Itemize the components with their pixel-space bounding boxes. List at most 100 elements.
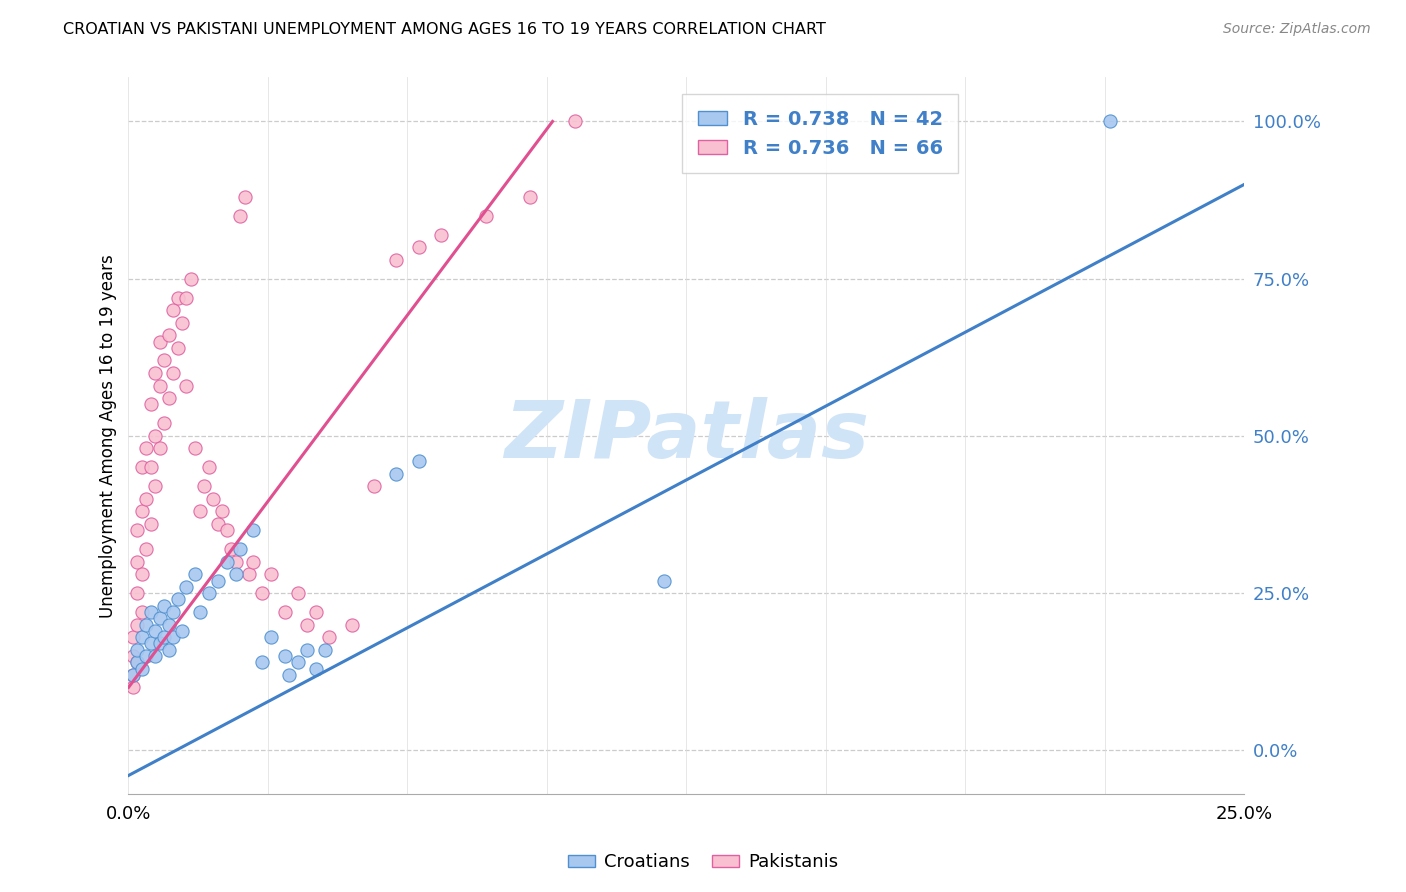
Point (162, 366, 184, 380)
Point (474, 209, 496, 223)
Point (176, 580, 198, 594)
Point (139, 397, 162, 411)
Point (143, 366, 166, 380)
Point (193, 479, 215, 493)
Point (385, 252, 408, 267)
Point (278, 668, 301, 682)
Point (260, 567, 283, 582)
Point (135, 542, 157, 557)
Point (127, 523, 149, 537)
Point (202, 491, 225, 506)
Point (166, 341, 188, 355)
Point (242, 523, 264, 537)
Point (122, 630, 145, 644)
Point (166, 592, 188, 607)
Point (363, 479, 385, 493)
Text: ZIPatlas: ZIPatlas (503, 397, 869, 475)
Point (131, 662, 153, 676)
Point (149, 636, 172, 650)
Point (135, 617, 157, 632)
Point (519, 190, 541, 204)
Text: Source: ZipAtlas.com: Source: ZipAtlas.com (1223, 22, 1371, 37)
Point (131, 567, 153, 582)
Point (153, 630, 176, 644)
Point (305, 605, 328, 619)
Point (139, 460, 162, 475)
Point (157, 391, 180, 405)
Point (287, 655, 309, 669)
Point (127, 555, 149, 569)
Point (122, 681, 145, 695)
Point (408, 454, 430, 468)
Point (149, 611, 172, 625)
Point (127, 655, 149, 669)
Point (157, 642, 180, 657)
Point (149, 334, 172, 349)
Y-axis label: Unemployment Among Ages 16 to 19 years: Unemployment Among Ages 16 to 19 years (100, 254, 117, 618)
Point (252, 586, 274, 600)
Point (162, 303, 184, 318)
Point (143, 429, 166, 443)
Point (139, 636, 162, 650)
Point (122, 648, 145, 663)
Point (149, 378, 172, 392)
Point (198, 460, 221, 475)
Point (162, 605, 184, 619)
Point (188, 605, 211, 619)
Point (153, 353, 176, 368)
Point (180, 271, 202, 285)
Point (135, 491, 157, 506)
Point (143, 624, 166, 638)
Point (207, 574, 229, 588)
Point (295, 642, 318, 657)
Point (314, 642, 336, 657)
Point (215, 523, 238, 537)
Text: CROATIAN VS PAKISTANI UNEMPLOYMENT AMONG AGES 16 TO 19 YEARS CORRELATION CHART: CROATIAN VS PAKISTANI UNEMPLOYMENT AMONG… (63, 22, 827, 37)
Point (564, 114, 586, 128)
Point (162, 630, 184, 644)
Point (127, 655, 149, 669)
Point (153, 599, 176, 613)
Point (229, 209, 252, 223)
Point (184, 442, 207, 456)
Point (207, 516, 229, 531)
Point (131, 630, 153, 644)
Point (131, 504, 153, 518)
Point (238, 567, 260, 582)
Point (225, 555, 247, 569)
Point (225, 567, 247, 582)
Point (131, 605, 153, 619)
Point (252, 655, 274, 669)
Point (1099, 114, 1122, 128)
Point (122, 668, 145, 682)
Point (135, 648, 157, 663)
Point (287, 586, 309, 600)
Point (385, 467, 408, 481)
Point (295, 617, 318, 632)
Point (131, 460, 153, 475)
Point (170, 624, 193, 638)
Point (260, 630, 283, 644)
Point (127, 617, 149, 632)
Point (242, 555, 264, 569)
Point (176, 378, 198, 392)
Point (184, 567, 207, 582)
Point (229, 542, 252, 557)
Point (211, 504, 233, 518)
Point (273, 605, 295, 619)
Point (139, 605, 162, 619)
Point (127, 586, 149, 600)
Point (176, 291, 198, 305)
Point (198, 586, 221, 600)
Point (318, 630, 340, 644)
Point (652, 574, 675, 588)
Point (122, 668, 145, 682)
Point (149, 442, 172, 456)
Point (166, 291, 188, 305)
Point (127, 642, 149, 657)
Point (139, 516, 162, 531)
Point (233, 190, 256, 204)
Point (143, 479, 166, 493)
Point (188, 504, 211, 518)
Point (340, 617, 363, 632)
